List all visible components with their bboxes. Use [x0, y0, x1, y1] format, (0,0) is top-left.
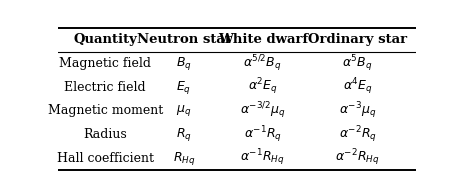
- Text: Hall coefficient: Hall coefficient: [57, 152, 154, 165]
- Text: $\alpha^{5/2}B_{q}$: $\alpha^{5/2}B_{q}$: [243, 53, 282, 74]
- Text: $\alpha^{-2}R_{q}$: $\alpha^{-2}R_{q}$: [339, 124, 377, 145]
- Text: $\alpha^{5}B_{q}$: $\alpha^{5}B_{q}$: [342, 53, 373, 74]
- Text: $\alpha^{-3}\mu_{q}$: $\alpha^{-3}\mu_{q}$: [339, 101, 376, 121]
- Text: $E_{q}$: $E_{q}$: [176, 79, 192, 96]
- Text: $\alpha^{2}E_{q}$: $\alpha^{2}E_{q}$: [248, 77, 278, 97]
- Text: $B_{q}$: $B_{q}$: [176, 55, 192, 72]
- Text: Electric field: Electric field: [64, 81, 146, 94]
- Text: $\alpha^{-1}R_{q}$: $\alpha^{-1}R_{q}$: [244, 124, 282, 145]
- Text: $\alpha^{-3/2}\mu_{q}$: $\alpha^{-3/2}\mu_{q}$: [240, 101, 286, 121]
- Text: Magnetic field: Magnetic field: [59, 57, 151, 70]
- Text: Ordinary star: Ordinary star: [308, 33, 407, 46]
- Text: $\alpha^{-2}R_{Hq}$: $\alpha^{-2}R_{Hq}$: [335, 148, 380, 168]
- Text: Neutron star: Neutron star: [137, 33, 231, 46]
- Text: $\alpha^{4}E_{q}$: $\alpha^{4}E_{q}$: [343, 77, 372, 97]
- Text: $R_{q}$: $R_{q}$: [176, 126, 192, 143]
- Text: Quantity: Quantity: [73, 33, 137, 46]
- Text: $R_{Hq}$: $R_{Hq}$: [173, 150, 195, 167]
- Text: White dwarf: White dwarf: [218, 33, 308, 46]
- Text: Magnetic moment: Magnetic moment: [48, 104, 163, 117]
- Text: Radius: Radius: [83, 128, 127, 141]
- Text: $\alpha^{-1}R_{Hq}$: $\alpha^{-1}R_{Hq}$: [240, 148, 285, 168]
- Text: $\mu_{q}$: $\mu_{q}$: [176, 103, 192, 118]
